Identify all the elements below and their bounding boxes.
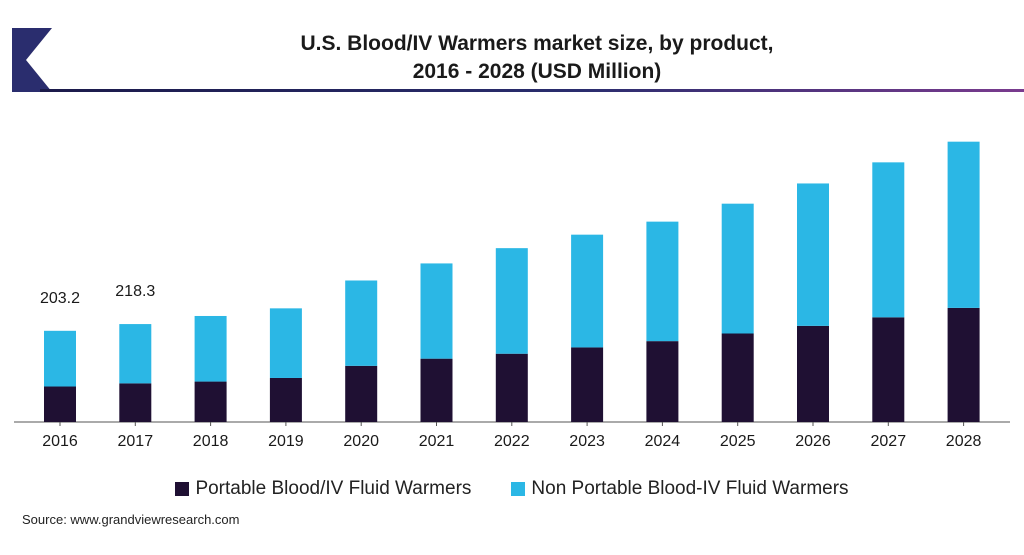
- bar-portable-2025: [721, 333, 754, 422]
- x-tick-label-2022: 2022: [494, 433, 530, 450]
- company-logo: [12, 28, 52, 92]
- data-label-2017: 218.3: [115, 283, 155, 300]
- x-tick-label-2017: 2017: [118, 433, 154, 450]
- bar-non-portable-2020: [345, 280, 378, 366]
- data-label-2016: 203.2: [40, 290, 80, 307]
- legend-item-non-portable: Non Portable Blood-IV Fluid Warmers: [511, 478, 849, 500]
- legend-label-non-portable: Non Portable Blood-IV Fluid Warmers: [531, 478, 849, 499]
- bar-non-portable-2025: [721, 203, 754, 334]
- logo-notch-shape: [26, 28, 52, 92]
- title-divider: [40, 89, 1024, 92]
- bar-portable-2016: [44, 386, 76, 422]
- bar-non-portable-2023: [571, 234, 604, 348]
- legend-swatch-non-portable: [511, 482, 526, 496]
- x-tick-label-2024: 2024: [645, 433, 681, 450]
- x-tick-label-2023: 2023: [569, 433, 605, 450]
- bar-portable-2028: [947, 307, 980, 422]
- source-note: Source: www.grandviewresearch.com: [22, 512, 240, 527]
- x-tick-label-2021: 2021: [419, 433, 455, 450]
- bar-non-portable-2016: [44, 330, 76, 387]
- bar-portable-2017: [119, 383, 152, 422]
- bar-non-portable-2026: [797, 183, 829, 326]
- x-tick-label-2020: 2020: [343, 433, 379, 450]
- bar-non-portable-2022: [495, 248, 528, 354]
- bar-chart: 2016 203.2 2017 218.3 2018 2019 2020 2021 2022 20…: [14, 141, 1010, 450]
- bar-portable-2024: [646, 341, 679, 422]
- chart-title-line-1: U.S. Blood/IV Warmers market size, by pr…: [300, 32, 774, 55]
- chart-title-line-2: 2016 - 2028 (USD Million): [412, 60, 662, 83]
- bar-portable-2019: [269, 377, 302, 422]
- x-tick-label-2027: 2027: [871, 433, 907, 450]
- bar-portable-2026: [797, 325, 829, 422]
- bar-portable-2021: [420, 358, 453, 422]
- x-tick-label-2016: 2016: [42, 433, 78, 450]
- legend-swatch-portable: [175, 482, 190, 496]
- bar-non-portable-2028: [947, 141, 980, 308]
- bar-non-portable-2017: [119, 324, 152, 384]
- x-tick-label-2026: 2026: [795, 433, 831, 450]
- bar-portable-2020: [345, 365, 378, 422]
- legend-label-portable: Portable Blood/IV Fluid Warmers: [195, 478, 472, 499]
- x-tick-label-2028: 2028: [946, 433, 982, 450]
- bar-portable-2022: [495, 353, 528, 422]
- x-tick-label-2018: 2018: [193, 433, 229, 450]
- x-tick-label-2019: 2019: [268, 433, 304, 450]
- bar-non-portable-2018: [194, 315, 227, 382]
- x-tick-label-2025: 2025: [720, 433, 756, 450]
- chart-legend: Portable Blood/IV Fluid Warmers Non Port…: [0, 478, 1024, 500]
- chart-title: U.S. Blood/IV Warmers market size, by pr…: [60, 30, 1014, 86]
- bar-portable-2023: [571, 347, 604, 422]
- bar-non-portable-2027: [872, 162, 905, 318]
- bar-non-portable-2024: [646, 221, 679, 342]
- bar-non-portable-2019: [269, 308, 302, 378]
- logo-chevron-shape: [12, 28, 52, 92]
- bar-portable-2027: [872, 317, 905, 422]
- bar-non-portable-2021: [420, 263, 453, 359]
- bar-portable-2018: [194, 381, 227, 422]
- legend-item-portable: Portable Blood/IV Fluid Warmers: [175, 478, 471, 500]
